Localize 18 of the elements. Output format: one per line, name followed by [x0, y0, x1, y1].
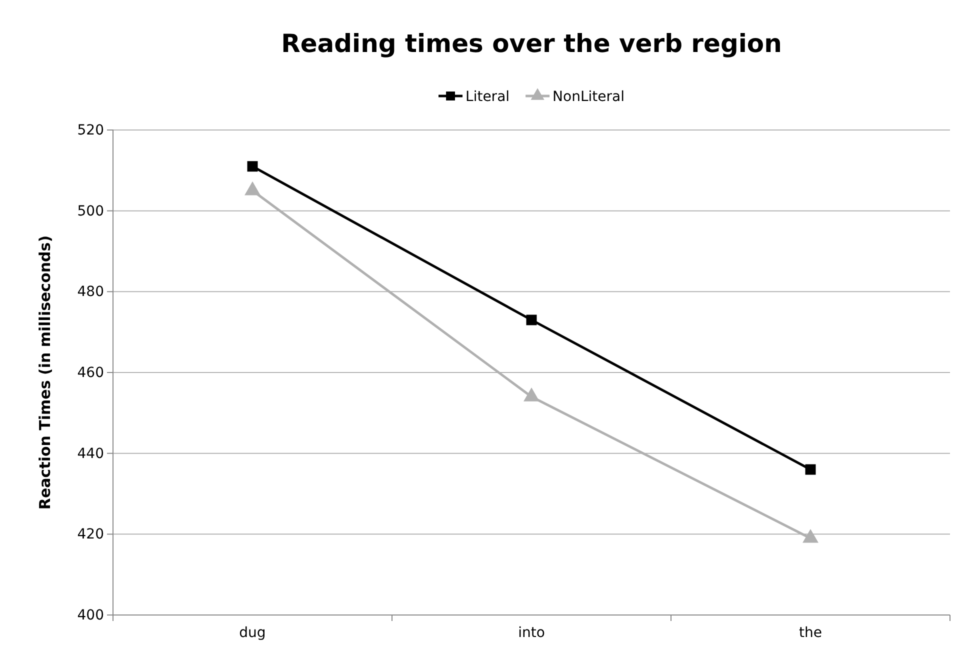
y-tick-label: 400	[77, 607, 104, 624]
y-tick-label: 500	[77, 203, 104, 220]
y-tick-label: 460	[77, 364, 104, 381]
y-tick-label: 420	[77, 526, 104, 543]
chart-title: Reading times over the verb region	[281, 29, 782, 58]
x-tick-label: into	[518, 624, 545, 641]
point	[802, 529, 818, 543]
point	[247, 161, 258, 172]
y-axis-title: Reaction Times (in milliseconds)	[36, 235, 54, 510]
point	[524, 388, 540, 402]
x-tick-label: the	[799, 624, 822, 641]
x-tick-label: dug	[239, 624, 266, 641]
point	[526, 314, 537, 326]
y-tick-label: 480	[77, 284, 104, 300]
y-tick-label: 440	[77, 446, 104, 462]
y-tick-label: 520	[77, 122, 104, 138]
legend-label: NonLiteral	[552, 89, 624, 105]
legend-label: Literal	[466, 89, 510, 105]
